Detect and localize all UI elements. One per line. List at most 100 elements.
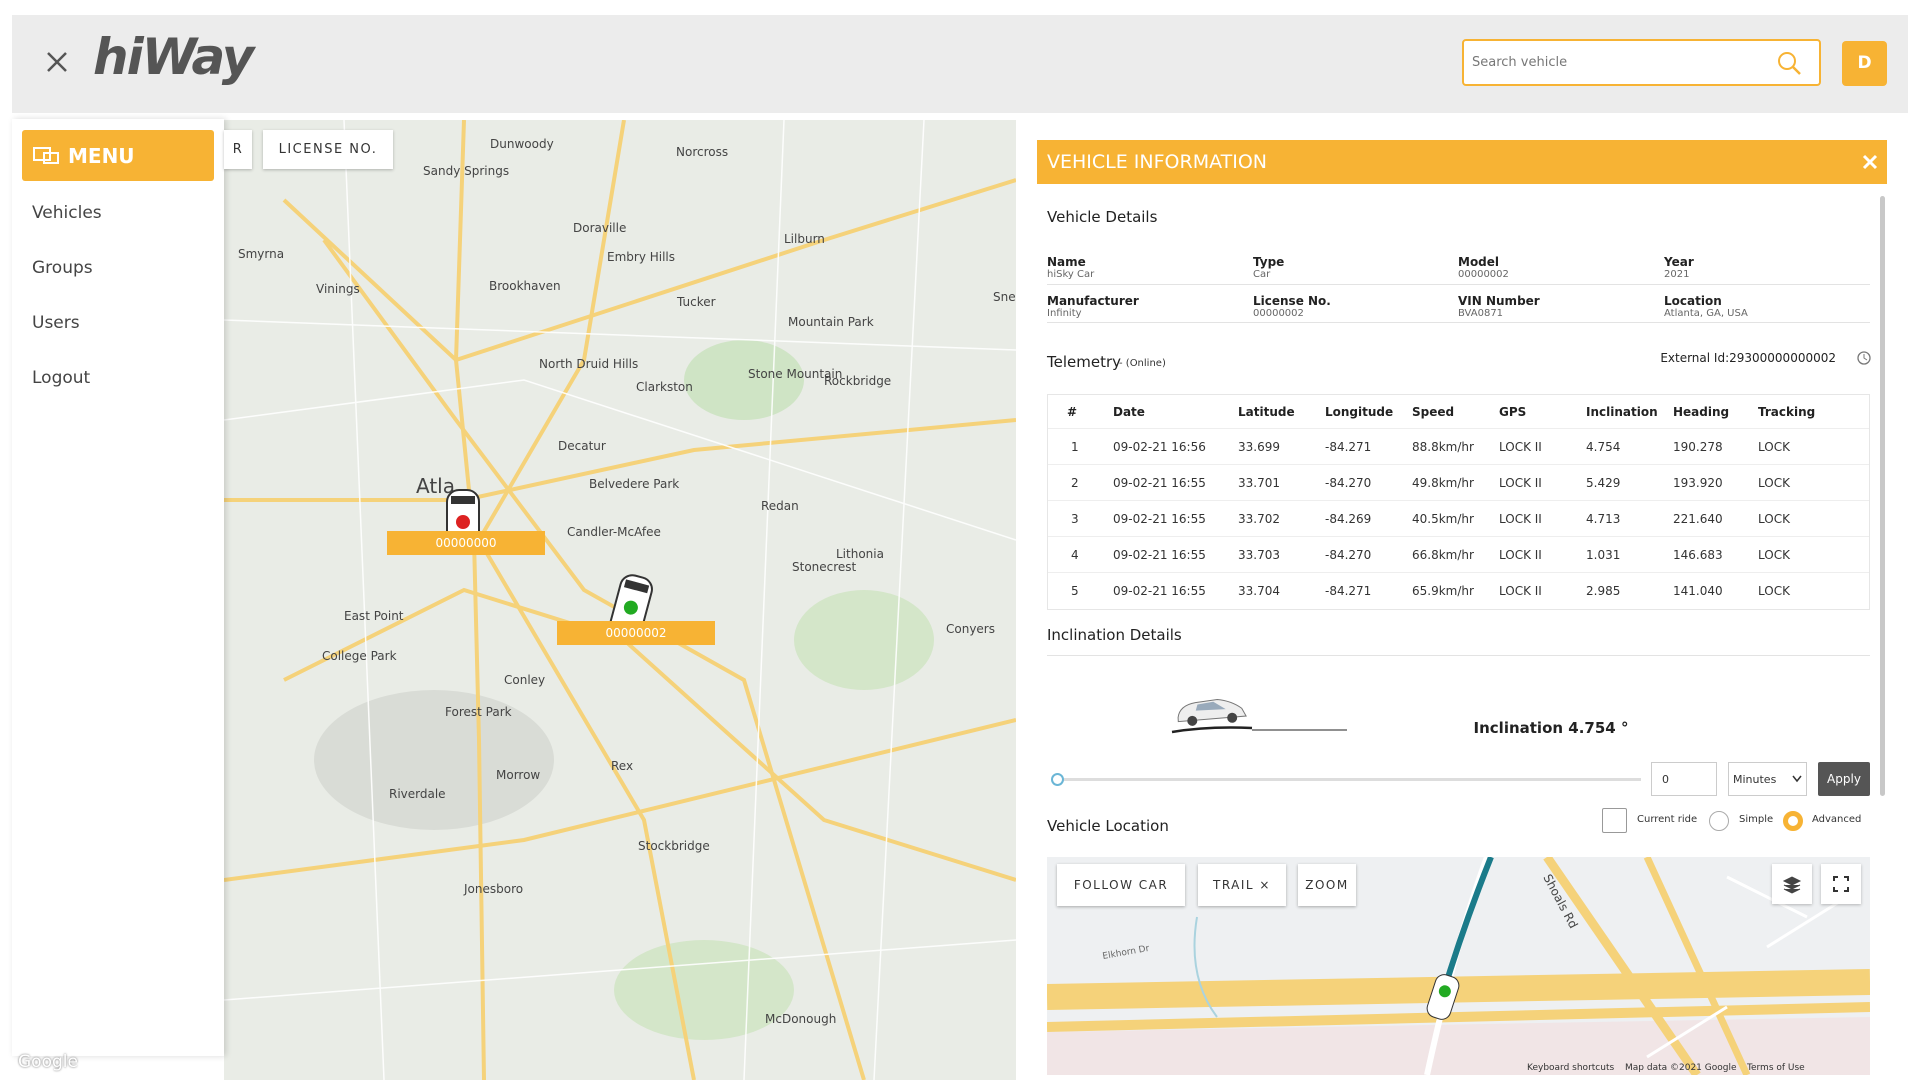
place-label: Doraville xyxy=(573,221,626,235)
fullscreen-button[interactable] xyxy=(1821,864,1861,904)
place-label: College Park xyxy=(322,649,397,663)
section-title: Inclination Details xyxy=(1047,626,1182,644)
place-label: Snellville xyxy=(993,290,1016,304)
row-divider xyxy=(1048,428,1869,429)
column-header: Heading xyxy=(1673,405,1730,419)
map-button[interactable]: TRAIL × xyxy=(1198,864,1286,906)
place-label: Mountain Park xyxy=(788,315,874,329)
checkbox-label: Current ride xyxy=(1637,814,1698,825)
row-divider xyxy=(1048,536,1869,537)
menu-item[interactable]: Users xyxy=(32,313,80,333)
field-value: BVA0871 xyxy=(1458,308,1504,319)
online-status: - (Online) xyxy=(1119,358,1166,369)
column-header: Tracking xyxy=(1758,405,1816,419)
column-header: Date xyxy=(1113,405,1145,419)
place-label: Rex xyxy=(611,759,633,773)
vehicle-label: 00000002 xyxy=(605,626,666,640)
map-attribution: Google xyxy=(18,1052,78,1072)
inclination-graphic xyxy=(1171,698,1347,734)
field-label: Location xyxy=(1664,294,1722,308)
field-label: Year xyxy=(1664,255,1694,269)
divider xyxy=(1047,655,1870,656)
radio[interactable] xyxy=(1709,811,1729,831)
place-label: Vinings xyxy=(316,282,360,296)
table-cell: 4 xyxy=(1071,548,1079,562)
filter-button[interactable]: LICENSE NO. xyxy=(263,130,393,169)
column-header: Inclination xyxy=(1586,405,1658,419)
table-cell: 4.754 xyxy=(1586,440,1621,454)
table-cell: LOCK xyxy=(1758,512,1790,526)
table-cell: LOCK xyxy=(1758,440,1790,454)
place-label: Jonesboro xyxy=(463,882,523,896)
place-label: Lithonia xyxy=(836,547,884,561)
table-cell: 4.713 xyxy=(1586,512,1621,526)
map[interactable]: Dunwoody Sandy Springs Norcross Doraville Sm… xyxy=(224,120,1016,1080)
map-footer: Map data ©2021 Google xyxy=(1625,1063,1737,1073)
column-header: Speed xyxy=(1412,405,1455,419)
field-value: Atlanta, GA, USA xyxy=(1664,308,1748,319)
slider-thumb[interactable] xyxy=(1051,773,1064,786)
avatar[interactable]: D xyxy=(1842,41,1887,86)
radio-label: Advanced xyxy=(1812,814,1862,825)
menu-item[interactable]: Groups xyxy=(32,258,93,278)
minutes-input[interactable]: 0 xyxy=(1651,762,1717,796)
unit-select[interactable]: Minutes xyxy=(1728,762,1807,796)
table-cell: 09-02-21 16:56 xyxy=(1113,440,1206,454)
side-menu xyxy=(12,119,224,1056)
divider xyxy=(1047,284,1870,285)
table-cell: 33.699 xyxy=(1238,440,1280,454)
table-cell: LOCK II xyxy=(1499,476,1542,490)
table-cell: -84.271 xyxy=(1325,584,1372,598)
menu-item[interactable]: Vehicles xyxy=(32,203,102,223)
place-label: Norcross xyxy=(676,145,728,159)
menu-button[interactable]: MENU xyxy=(22,130,214,181)
place-label: Conley xyxy=(504,673,545,687)
vehicle-window xyxy=(451,496,475,504)
map-button[interactable]: FOLLOW CAR xyxy=(1057,864,1185,906)
time-slider[interactable] xyxy=(1057,778,1641,781)
history-icon[interactable] xyxy=(1856,350,1872,366)
radio-label: Simple xyxy=(1739,814,1774,825)
table-cell: 09-02-21 16:55 xyxy=(1113,584,1206,598)
place-label: Atla xyxy=(416,474,455,498)
place-label: Riverdale xyxy=(389,787,446,801)
place-label: Candler-McAfee xyxy=(567,525,661,539)
field-value: 00000002 xyxy=(1458,269,1509,280)
section-title: Telemetry xyxy=(1047,353,1122,371)
menu-item[interactable]: Logout xyxy=(32,368,91,388)
radio-selected[interactable] xyxy=(1783,811,1803,831)
field-label: Name xyxy=(1047,255,1086,269)
search-input[interactable]: Search vehicle xyxy=(1462,39,1821,86)
panel-close[interactable] xyxy=(1862,154,1878,170)
place-label: Stone Mountain xyxy=(748,367,842,381)
field-value: 00000002 xyxy=(1253,308,1304,319)
field-value: 2021 xyxy=(1664,269,1690,280)
field-value: hiSky Car xyxy=(1047,269,1095,280)
place-label: Stockbridge xyxy=(638,839,710,853)
field-value: Car xyxy=(1253,269,1271,280)
row-divider xyxy=(1048,572,1869,573)
place-label: Morrow xyxy=(496,768,540,782)
apply-button[interactable]: Apply xyxy=(1818,762,1870,796)
close-button[interactable] xyxy=(46,51,68,73)
table-cell: 33.702 xyxy=(1238,512,1280,526)
table-cell: 40.5km/hr xyxy=(1412,512,1474,526)
field-label: License No. xyxy=(1253,294,1331,308)
scrollbar[interactable] xyxy=(1880,196,1885,796)
field-label: Type xyxy=(1253,255,1285,269)
table-cell: 33.703 xyxy=(1238,548,1280,562)
place-label: Redan xyxy=(761,499,799,513)
column-header: Latitude xyxy=(1238,405,1295,419)
place-label: Forest Park xyxy=(445,705,512,719)
checkbox[interactable] xyxy=(1602,808,1627,833)
layers-button[interactable] xyxy=(1772,864,1812,904)
table-cell: 49.8km/hr xyxy=(1412,476,1474,490)
map-button[interactable]: ZOOM xyxy=(1298,864,1356,906)
table-cell: LOCK xyxy=(1758,584,1790,598)
table-cell: 65.9km/hr xyxy=(1412,584,1474,598)
filter-button[interactable]: R xyxy=(224,130,252,169)
search-icon[interactable] xyxy=(1776,50,1802,76)
place-label: Smyrna xyxy=(238,247,284,261)
table-cell: LOCK II xyxy=(1499,548,1542,562)
